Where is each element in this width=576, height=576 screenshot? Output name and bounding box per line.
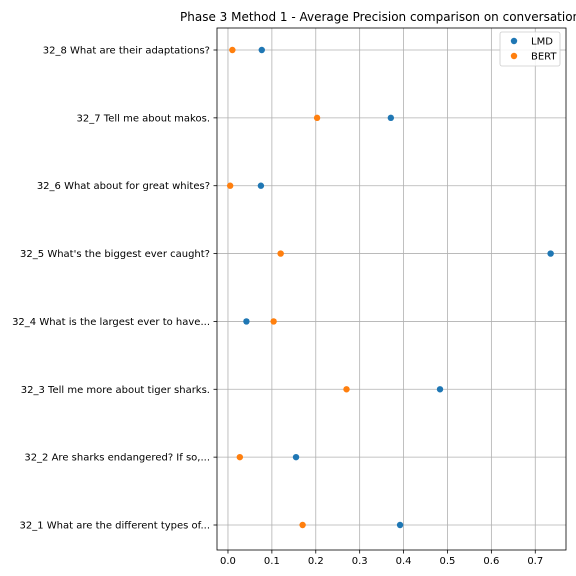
y-tick-label: 32_1 What are the different types of... xyxy=(20,521,210,532)
data-point-bert xyxy=(299,521,306,529)
y-tick-label: 32_2 Are sharks endangered? If so,... xyxy=(24,453,210,464)
data-point-bert xyxy=(343,386,350,393)
x-tick-label: 0.1 xyxy=(264,556,280,567)
y-tick-label: 32_5 What's the biggest ever caught? xyxy=(20,249,210,260)
x-axis: 0.0 0.1 0.2 0.3 0.4 0.5 0.6 0.7 xyxy=(220,550,543,567)
legend: LMD BERT xyxy=(499,31,561,67)
legend-marker xyxy=(510,52,518,60)
data-point-lmd xyxy=(243,318,250,325)
x-tick-label: 0.3 xyxy=(352,556,368,567)
y-tick-label: 32_4 What is the largest ever to have... xyxy=(12,317,210,328)
data-points xyxy=(226,46,554,529)
data-point-lmd xyxy=(292,453,300,461)
data-point-bert xyxy=(313,114,321,122)
x-tick-label: 0.5 xyxy=(440,556,456,567)
legend-label: BERT xyxy=(531,52,557,63)
chart-title: Phase 3 Method 1 - Average Precision com… xyxy=(180,10,576,24)
data-point-bert xyxy=(229,46,236,54)
y-axis: 32_1 What are the different types of... 3… xyxy=(12,46,217,532)
x-tick-label: 0.2 xyxy=(308,556,324,567)
legend-marker xyxy=(510,37,518,45)
legend-label: LMD xyxy=(531,37,553,48)
x-tick-label: 0.4 xyxy=(396,556,412,567)
data-point-bert xyxy=(270,318,277,325)
data-point-lmd xyxy=(436,386,444,393)
data-point-lmd xyxy=(257,182,265,189)
data-point-lmd xyxy=(387,114,395,122)
grid-lines xyxy=(217,28,566,550)
data-point-bert xyxy=(277,250,284,257)
x-tick-label: 0.0 xyxy=(220,556,236,567)
data-point-lmd xyxy=(258,46,265,54)
data-point-bert xyxy=(236,453,244,461)
plot-frame xyxy=(216,27,567,551)
data-point-lmd xyxy=(396,521,404,529)
y-tick-label: 32_8 What are their adaptations? xyxy=(43,46,210,57)
y-tick-label: 32_6 What about for great whites? xyxy=(37,181,210,192)
x-tick-label: 0.7 xyxy=(527,556,543,567)
y-tick-label: 32_7 Tell me about makos. xyxy=(77,113,210,124)
x-tick-label: 0.6 xyxy=(483,556,499,567)
y-tick-label: 32_3 Tell me more about tiger sharks. xyxy=(21,385,210,396)
data-point-lmd xyxy=(547,250,554,257)
data-point-bert xyxy=(226,182,234,189)
